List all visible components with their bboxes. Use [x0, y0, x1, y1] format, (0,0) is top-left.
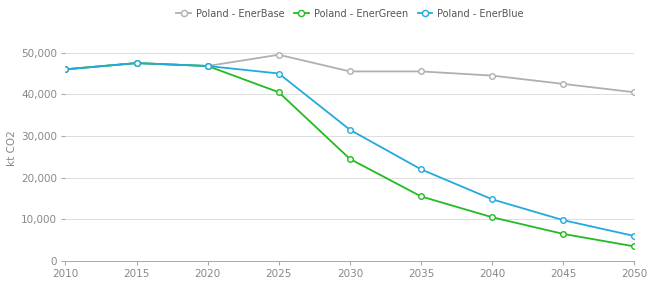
- Poland - EnerGreen: [61, 68, 69, 71]
- Poland - EnerGreen: [489, 215, 496, 219]
- Poland - EnerBase: [61, 68, 69, 71]
- Poland - EnerBlue: [630, 234, 638, 238]
- Legend: Poland - EnerBase, Poland - EnerGreen, Poland - EnerBlue: Poland - EnerBase, Poland - EnerGreen, P…: [173, 5, 527, 22]
- Poland - EnerBlue: [559, 218, 567, 222]
- Poland - EnerGreen: [133, 61, 141, 65]
- Line: Poland - EnerBlue: Poland - EnerBlue: [63, 60, 637, 239]
- Poland - EnerBlue: [275, 72, 283, 75]
- Poland - EnerBlue: [61, 68, 69, 71]
- Poland - EnerBase: [133, 61, 141, 65]
- Line: Poland - EnerBase: Poland - EnerBase: [63, 52, 637, 95]
- Poland - EnerGreen: [630, 244, 638, 248]
- Poland - EnerBase: [417, 70, 425, 73]
- Poland - EnerGreen: [275, 91, 283, 94]
- Poland - EnerBase: [275, 53, 283, 56]
- Poland - EnerBase: [630, 91, 638, 94]
- Poland - EnerBase: [489, 74, 496, 77]
- Poland - EnerGreen: [559, 232, 567, 236]
- Y-axis label: kt CO2: kt CO2: [7, 130, 17, 166]
- Poland - EnerBlue: [489, 197, 496, 201]
- Poland - EnerGreen: [417, 195, 425, 198]
- Poland - EnerBase: [204, 64, 212, 68]
- Line: Poland - EnerGreen: Poland - EnerGreen: [63, 60, 637, 249]
- Poland - EnerGreen: [204, 64, 212, 68]
- Poland - EnerBase: [346, 70, 354, 73]
- Poland - EnerBlue: [133, 61, 141, 65]
- Poland - EnerBlue: [417, 167, 425, 171]
- Poland - EnerGreen: [346, 157, 354, 161]
- Poland - EnerBlue: [204, 64, 212, 68]
- Poland - EnerBlue: [346, 128, 354, 131]
- Poland - EnerBase: [559, 82, 567, 86]
